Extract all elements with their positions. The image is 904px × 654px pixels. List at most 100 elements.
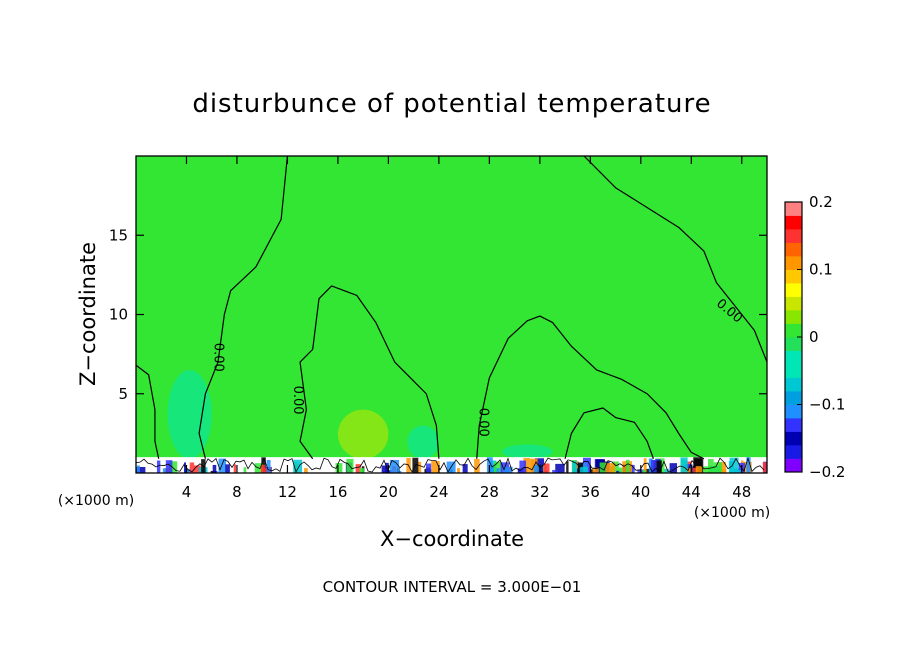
- boundary-layer-cell: [695, 466, 703, 473]
- contour-line-4: [564, 407, 654, 459]
- boundary-layer-cell: [566, 461, 569, 473]
- boundary-layer-cell: [389, 459, 400, 473]
- boundary-layer-cell: [576, 461, 579, 473]
- x-tick-label: 28: [480, 483, 499, 501]
- boundary-layer-cell: [599, 462, 606, 473]
- boundary-layer-cell: [693, 457, 703, 473]
- boundary-layer-cell: [431, 460, 440, 473]
- boundary-layer-cell: [243, 467, 247, 473]
- boundary-layer-cell: [664, 468, 669, 473]
- colorbar-tick-label: 0.1: [809, 261, 833, 279]
- colorbar-swatch: [785, 256, 802, 270]
- boundary-layer-cell: [703, 466, 712, 473]
- boundary-layer-cell: [555, 463, 565, 473]
- y-axis-label: Z−coordinate: [76, 242, 100, 386]
- boundary-layer-cell: [381, 465, 387, 473]
- colorbar-tick-label: −0.1: [809, 396, 845, 414]
- x-tick-label: 8: [232, 483, 242, 501]
- colorbar-swatch: [785, 377, 802, 392]
- boundary-layer-cell: [616, 470, 621, 473]
- boundary-layer-cell: [260, 464, 265, 473]
- boundary-layer-cell: [266, 459, 271, 473]
- boundary-layer-cell: [156, 460, 161, 473]
- boundary-layer-cell: [594, 459, 605, 473]
- boundary-layer-contours: [136, 456, 765, 473]
- boundary-layer-cell: [648, 458, 653, 473]
- boundary-layer-cell: [490, 460, 497, 473]
- boundary-layer-cell: [643, 458, 647, 473]
- boundary-layer-cell: [225, 464, 230, 473]
- boundary-layer-cell: [738, 469, 741, 473]
- boundary-layer-cell: [650, 459, 657, 473]
- boundary-layer-cell: [293, 459, 303, 473]
- boundary-layer-cell: [386, 470, 392, 473]
- chart-title: disturbunce of potential temperature: [192, 89, 711, 119]
- anomaly-region-5: [501, 444, 553, 459]
- colorbar-swatch: [785, 323, 802, 338]
- x-tick-label: 20: [379, 483, 398, 501]
- boundary-layer-cell: [494, 461, 502, 473]
- boundary-layer-cell: [618, 467, 624, 473]
- y-tick-label: 15: [109, 226, 128, 244]
- colorbar: 0.2 0.1 0 −0.1 −0.2: [784, 193, 845, 481]
- colorbar-swatch: [785, 202, 802, 216]
- boundary-layer-cell: [215, 470, 218, 473]
- x-tick-label: 16: [328, 483, 347, 501]
- boundary-layer-cell: [462, 464, 468, 473]
- plot-area: 0.000.000.000.00 4 8 12 16 20 24 28 32 36 40 44 48 …: [109, 155, 768, 501]
- boundary-layer-cell: [729, 457, 739, 473]
- boundary-layer-cell: [669, 463, 678, 473]
- boundary-layer-cell: [572, 461, 577, 473]
- boundary-layer-cell: [637, 469, 647, 473]
- colorbar-swatch: [785, 283, 802, 297]
- colorbar-swatch: [785, 229, 802, 243]
- contour-line-3: [476, 315, 705, 460]
- colorbar-swatch: [785, 418, 802, 432]
- boundary-layer-cell: [746, 457, 751, 473]
- boundary-layer-cell: [136, 466, 146, 473]
- colorbar-swatch: [785, 458, 802, 473]
- boundary-layer-cell: [355, 464, 361, 473]
- boundary-layer-cell: [502, 466, 513, 473]
- colorbar-swatch: [785, 215, 802, 230]
- boundary-layer-cell: [523, 458, 530, 473]
- contour-line-6: [583, 156, 767, 363]
- boundary-layer-cell: [605, 463, 616, 473]
- colorbar-swatch: [785, 364, 802, 378]
- contour-label-1: 0.00: [211, 343, 226, 372]
- boundary-layer-cell: [359, 468, 365, 473]
- colorbar-swatch: [785, 269, 802, 284]
- boundary-layer-cell: [519, 460, 527, 473]
- boundary-layer-cell: [680, 457, 688, 473]
- boundary-layer-cell: [713, 462, 723, 473]
- boundary-layer-cell: [642, 470, 646, 473]
- colorbar-swatch: [785, 337, 802, 351]
- boundary-layer-cell: [426, 463, 432, 473]
- boundary-layer-cell: [186, 469, 190, 473]
- boundary-layer-cell: [165, 460, 173, 473]
- boundary-layer-cell: [136, 465, 140, 473]
- x-tick-label: 48: [732, 483, 751, 501]
- x-tick-label: 36: [581, 483, 600, 501]
- boundary-layer-cell: [552, 469, 558, 473]
- x-tick-label: 44: [682, 483, 701, 501]
- y-axis-unit: (×1000 m): [58, 493, 134, 509]
- heatmap-field: [136, 156, 767, 473]
- boundary-layer-cell: [544, 463, 550, 473]
- boundary-layer-cell: [218, 458, 227, 473]
- contour-label-3: 0.00: [476, 408, 491, 437]
- boundary-layer-cell: [653, 460, 662, 473]
- boundary-layer-cell: [417, 461, 422, 473]
- colorbar-swatch: [785, 350, 802, 365]
- anomaly-region-2: [167, 369, 212, 459]
- x-tick-label: 40: [631, 483, 650, 501]
- colorbar-swatch: [785, 310, 802, 324]
- boundary-layer-cell: [573, 468, 583, 473]
- boundary-layer-cell: [335, 463, 343, 473]
- colorbar-tick-label: 0: [809, 328, 819, 346]
- boundary-layer-cell: [304, 468, 308, 473]
- boundary-layer-cell: [692, 467, 698, 473]
- boundary-layer-cell: [457, 468, 460, 473]
- x-tick-label: 24: [429, 483, 448, 501]
